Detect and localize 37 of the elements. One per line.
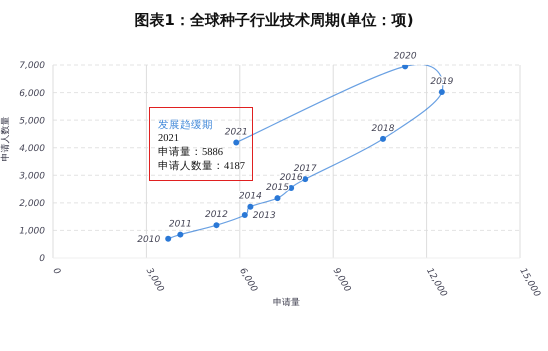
y-tick-label: 5,000 [19,116,46,126]
chart-title: 图表1：全球种子行业技术周期(单位：项) [133,10,415,31]
point [177,232,184,238]
annotation: 2018 [372,124,395,134]
x-tick-label: 0 [50,266,62,277]
annotation: 2012 [204,210,228,220]
annotation: 2014 [238,192,262,202]
point [233,139,240,146]
y-tick-label: 4,000 [19,144,46,154]
point [213,222,220,228]
y-axis-title: 申请人数量 [0,116,12,162]
annotation: 2017 [294,164,317,174]
annotation: 2010 [137,234,160,245]
y-tick-label: 2,000 [19,199,46,210]
annotation: 2013 [252,211,276,222]
point [165,236,172,242]
y-tick-label: 0 [39,254,46,264]
point [380,136,386,142]
annotation: 2011 [168,220,192,230]
annotation: 2015 [266,183,290,194]
point [438,89,445,96]
y-tick-label: 6,000 [19,88,46,99]
annotation: 2020 [394,51,417,62]
annotation: 2021 [158,133,179,144]
y-tick-label: 1,000 [19,226,46,237]
point [302,176,308,182]
annotation: 2021 [224,127,248,138]
x-axis-title: 申请量 [273,297,300,308]
y-tick-label: 7,000 [19,61,46,72]
point [274,195,280,202]
point [247,204,254,210]
annotation: 申请人数量：4187 [158,160,246,174]
point [242,212,248,218]
annotation: 发展趋缓期 [158,119,213,131]
annotation: 申请量：5886 [158,146,224,160]
y-tick-label: 3,000 [19,171,46,182]
annotation: 2016 [280,172,303,183]
